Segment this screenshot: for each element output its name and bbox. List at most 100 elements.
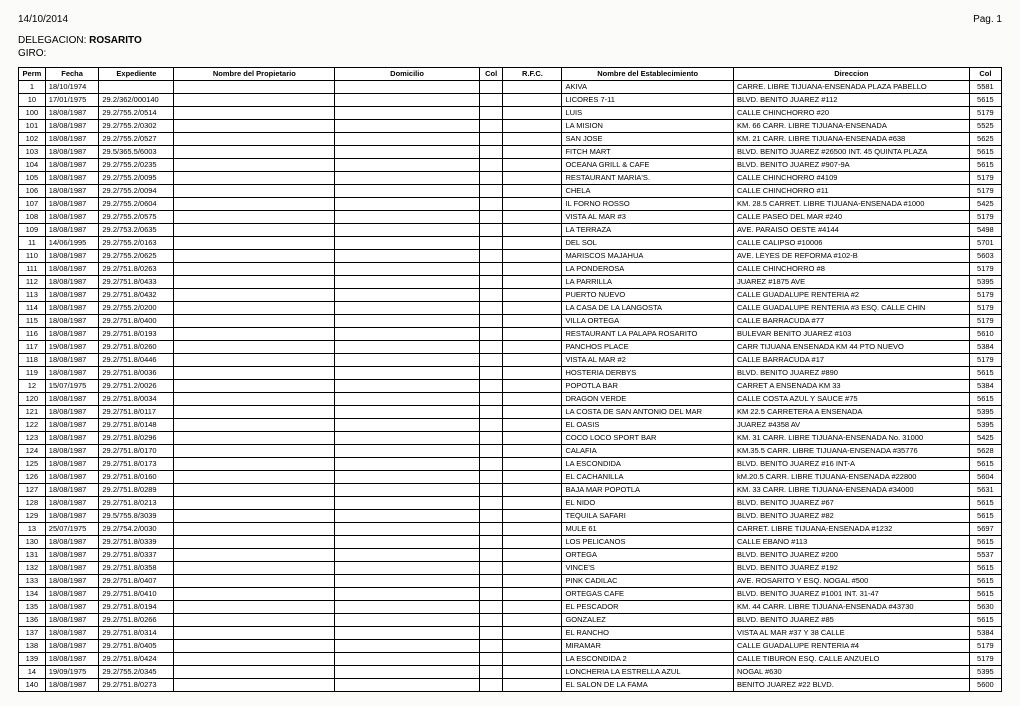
cell-perm: 10 bbox=[19, 94, 46, 107]
cell-col1 bbox=[479, 159, 503, 172]
cell-direccion: BLVD. BENITO JUAREZ #200 bbox=[733, 549, 969, 562]
cell-direccion: CALLE CHINCHORRO #20 bbox=[733, 107, 969, 120]
cell-col1 bbox=[479, 614, 503, 627]
table-row: 13518/08/198729.2/751.8/0194EL PESCADORK… bbox=[19, 601, 1002, 614]
cell-propietario bbox=[174, 146, 335, 159]
table-row: 13218/08/198729.2/751.8/0358VINCE'SBLVD.… bbox=[19, 562, 1002, 575]
cell-col2: 5603 bbox=[969, 250, 1001, 263]
cell-rfc bbox=[503, 679, 562, 692]
cell-rfc bbox=[503, 263, 562, 276]
cell-propietario bbox=[174, 497, 335, 510]
cell-perm: 134 bbox=[19, 588, 46, 601]
cell-perm: 128 bbox=[19, 497, 46, 510]
cell-fecha: 18/08/1987 bbox=[45, 562, 99, 575]
cell-propietario bbox=[174, 250, 335, 263]
cell-propietario bbox=[174, 484, 335, 497]
cell-perm: 131 bbox=[19, 549, 46, 562]
table-row: 118/10/1974AKIVACARRE. LIBRE TIJUANA-ENS… bbox=[19, 81, 1002, 94]
cell-perm: 112 bbox=[19, 276, 46, 289]
cell-expediente: 29.2/751.8/0424 bbox=[99, 653, 174, 666]
table-row: 12018/08/198729.2/751.8/0034DRAGON VERDE… bbox=[19, 393, 1002, 406]
cell-propietario bbox=[174, 328, 335, 341]
cell-col2: 5581 bbox=[969, 81, 1001, 94]
cell-col1 bbox=[479, 81, 503, 94]
cell-domicilio bbox=[335, 237, 480, 250]
table-row: 13118/08/198729.2/751.8/0337ORTEGABLVD. … bbox=[19, 549, 1002, 562]
cell-establecimiento: LA TERRAZA bbox=[562, 224, 734, 237]
cell-col2: 5179 bbox=[969, 211, 1001, 224]
cell-direccion: BLVD. BENITO JUAREZ #1001 INT. 31-47 bbox=[733, 588, 969, 601]
cell-col2: 5179 bbox=[969, 289, 1001, 302]
cell-domicilio bbox=[335, 302, 480, 315]
cell-col1 bbox=[479, 211, 503, 224]
cell-col1 bbox=[479, 406, 503, 419]
cell-expediente: 29.2/751.8/0148 bbox=[99, 419, 174, 432]
cell-direccion: KM. 66 CARR. LIBRE TIJUANA-ENSENADA bbox=[733, 120, 969, 133]
cell-establecimiento: LA COSTA DE SAN ANTONIO DEL MAR bbox=[562, 406, 734, 419]
cell-domicilio bbox=[335, 536, 480, 549]
cell-perm: 137 bbox=[19, 627, 46, 640]
cell-col2: 5537 bbox=[969, 549, 1001, 562]
table-row: 1215/07/197529.2/751.2/0026POPOTLA BARCA… bbox=[19, 380, 1002, 393]
cell-direccion: KM. 31 CARR. LIBRE TIJUANA-ENSENADA No. … bbox=[733, 432, 969, 445]
cell-perm: 119 bbox=[19, 367, 46, 380]
cell-perm: 135 bbox=[19, 601, 46, 614]
cell-domicilio bbox=[335, 185, 480, 198]
cell-perm: 120 bbox=[19, 393, 46, 406]
cell-fecha: 18/08/1987 bbox=[45, 328, 99, 341]
cell-propietario bbox=[174, 263, 335, 276]
cell-perm: 117 bbox=[19, 341, 46, 354]
cell-direccion: CALLE BARRACUDA #17 bbox=[733, 354, 969, 367]
cell-col2: 5179 bbox=[969, 172, 1001, 185]
cell-direccion: BLVD. BENITO JUAREZ #67 bbox=[733, 497, 969, 510]
cell-perm: 138 bbox=[19, 640, 46, 653]
cell-rfc bbox=[503, 185, 562, 198]
table-row: 13818/08/198729.2/751.8/0405MIRAMARCALLE… bbox=[19, 640, 1002, 653]
table-row: 12718/08/198729.2/751.8/0289BAJA MAR POP… bbox=[19, 484, 1002, 497]
table-row: 11518/08/198729.2/751.8/0400VILLA ORTEGA… bbox=[19, 315, 1002, 328]
cell-establecimiento: FITCH MART bbox=[562, 146, 734, 159]
cell-expediente: 29.2/751.8/0358 bbox=[99, 562, 174, 575]
cell-col2: 5615 bbox=[969, 497, 1001, 510]
cell-propietario bbox=[174, 588, 335, 601]
cell-expediente: 29.2/755.2/0302 bbox=[99, 120, 174, 133]
table-row: 1017/01/197529.2/362/000140LICORES 7-11B… bbox=[19, 94, 1002, 107]
cell-domicilio bbox=[335, 627, 480, 640]
cell-propietario bbox=[174, 276, 335, 289]
cell-domicilio bbox=[335, 263, 480, 276]
cell-propietario bbox=[174, 211, 335, 224]
cell-col2: 5395 bbox=[969, 276, 1001, 289]
cell-establecimiento: HOSTERIA DERBYS bbox=[562, 367, 734, 380]
col-dir: Direccion bbox=[733, 68, 969, 81]
cell-direccion: CALLE CALIPSO #10006 bbox=[733, 237, 969, 250]
cell-direccion: BENITO JUAREZ #22 BLVD. bbox=[733, 679, 969, 692]
cell-expediente: 29.2/755.2/0345 bbox=[99, 666, 174, 679]
cell-perm: 110 bbox=[19, 250, 46, 263]
cell-col2: 5610 bbox=[969, 328, 1001, 341]
cell-direccion: AVE. LEYES DE REFORMA #102-B bbox=[733, 250, 969, 263]
cell-direccion: KM. 33 CARR. LIBRE TIJUANA-ENSENADA #340… bbox=[733, 484, 969, 497]
cell-direccion: CARRET. LIBRE TIJUANA-ENSENADA #1232 bbox=[733, 523, 969, 536]
cell-col2: 5179 bbox=[969, 302, 1001, 315]
giro-label: GIRO: bbox=[18, 48, 46, 59]
cell-expediente: 29.5/755.8/3039 bbox=[99, 510, 174, 523]
cell-col2: 5615 bbox=[969, 588, 1001, 601]
table-row: 10718/08/198729.2/755.2/0604IL FORNO ROS… bbox=[19, 198, 1002, 211]
cell-perm: 1 bbox=[19, 81, 46, 94]
cell-fecha: 18/08/1987 bbox=[45, 250, 99, 263]
cell-col1 bbox=[479, 419, 503, 432]
cell-col2: 5384 bbox=[969, 627, 1001, 640]
cell-fecha: 18/08/1987 bbox=[45, 198, 99, 211]
cell-perm: 104 bbox=[19, 159, 46, 172]
cell-propietario bbox=[174, 341, 335, 354]
records-table: Perm Fecha Expediente Nombre del Propiet… bbox=[18, 67, 1002, 692]
cell-establecimiento: VILLA ORTEGA bbox=[562, 315, 734, 328]
cell-perm: 100 bbox=[19, 107, 46, 120]
table-row: 14018/08/198729.2/751.8/0273EL SALON DE … bbox=[19, 679, 1002, 692]
cell-expediente: 29.2/751.8/0314 bbox=[99, 627, 174, 640]
cell-col1 bbox=[479, 601, 503, 614]
cell-fecha: 18/08/1987 bbox=[45, 211, 99, 224]
cell-fecha: 18/08/1987 bbox=[45, 315, 99, 328]
cell-establecimiento: CHELA bbox=[562, 185, 734, 198]
cell-expediente: 29.2/751.8/0339 bbox=[99, 536, 174, 549]
